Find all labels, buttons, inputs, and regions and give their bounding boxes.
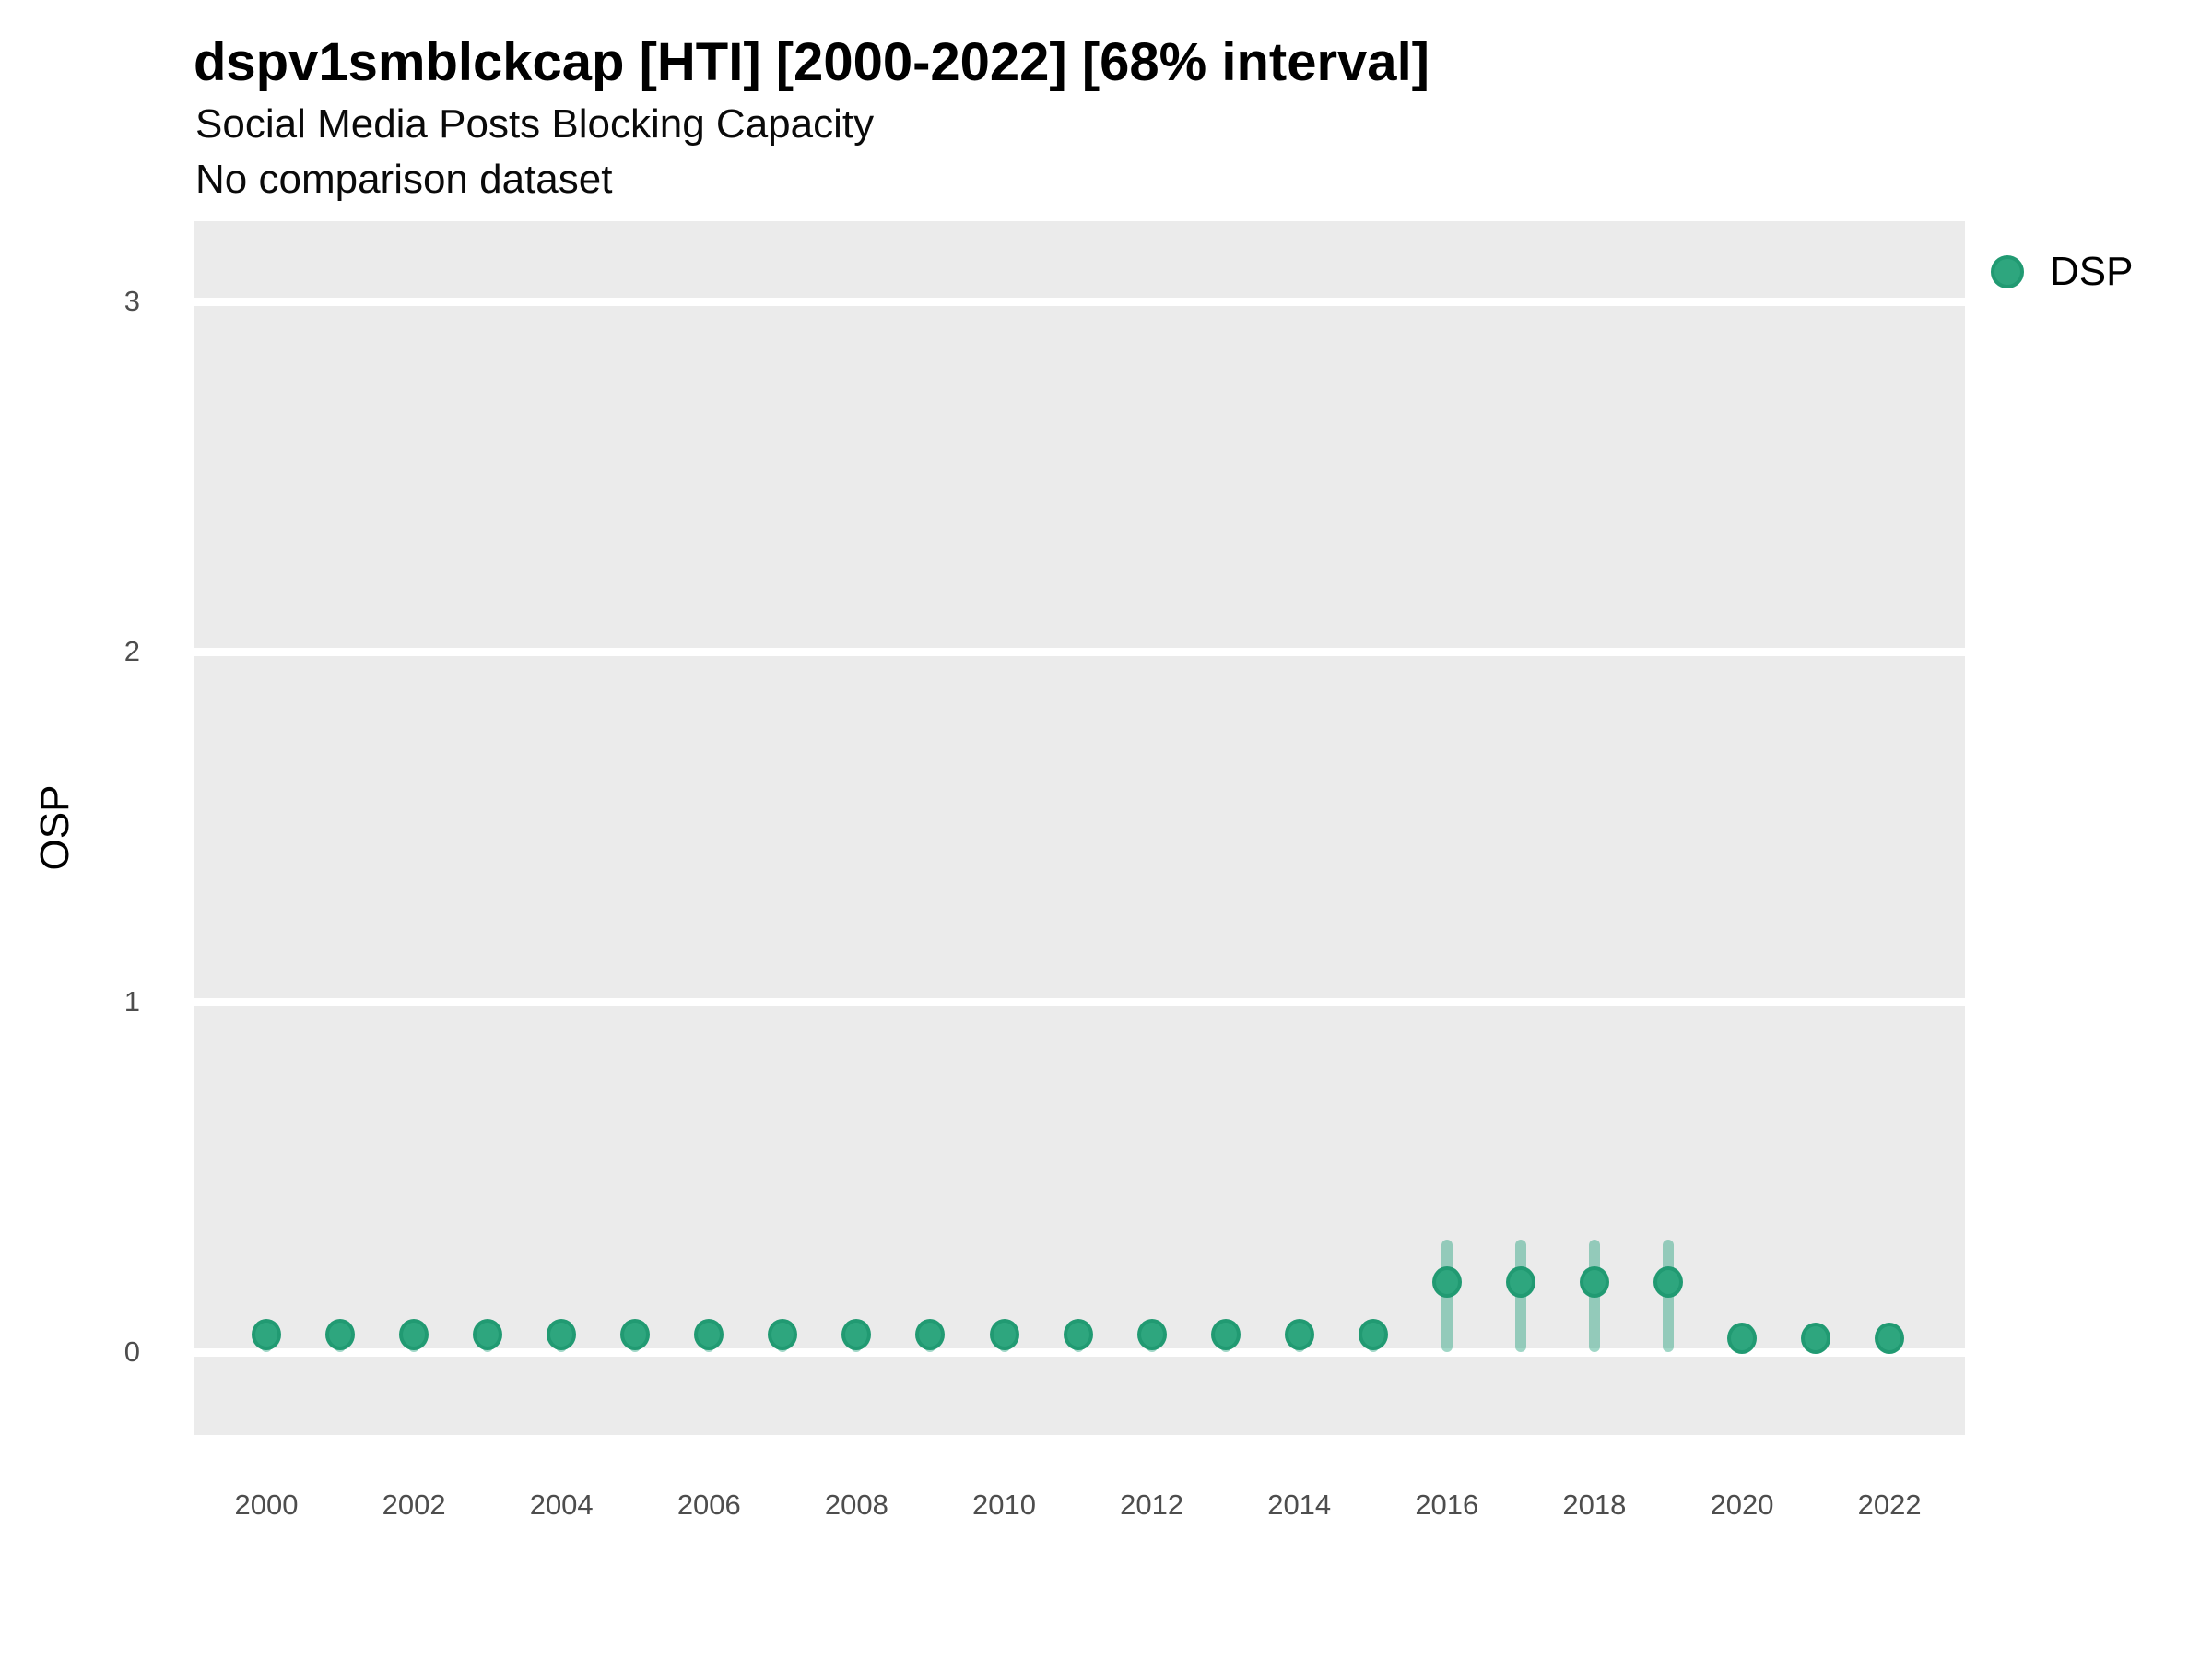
y-tick-label-2: 2: [124, 635, 140, 667]
legend-label: DSP: [2050, 249, 2134, 294]
data-point-2016: [1431, 1266, 1462, 1298]
data-point-2005: [620, 1319, 651, 1350]
gridline-y-0: [194, 1348, 1965, 1357]
x-tick-label-2010: 2010: [972, 1488, 1036, 1521]
legend-point-icon: [1991, 255, 2024, 288]
data-point-2014: [1284, 1319, 1314, 1350]
data-point-2001: [325, 1319, 356, 1350]
data-point-2011: [1063, 1319, 1093, 1350]
data-point-2002: [399, 1319, 429, 1350]
gridline-y-3: [194, 298, 1965, 306]
x-tick-label-2020: 2020: [1710, 1488, 1774, 1521]
data-point-2015: [1358, 1319, 1388, 1350]
x-tick-label-2008: 2008: [824, 1488, 888, 1521]
x-tick-label-2006: 2006: [677, 1488, 741, 1521]
y-axis-title: OSP: [32, 784, 77, 871]
data-point-2019: [1653, 1266, 1683, 1298]
data-point-2003: [473, 1319, 503, 1350]
data-point-2007: [768, 1319, 798, 1350]
data-point-2021: [1801, 1322, 1831, 1354]
x-tick-label-2002: 2002: [382, 1488, 446, 1521]
data-point-2022: [1875, 1322, 1905, 1354]
chart-title: dspv1smblckcap [HTI] [2000-2022] [68% in…: [194, 32, 1430, 92]
chart-subtitle: Social Media Posts Blocking Capacity: [195, 101, 875, 147]
data-point-2013: [1210, 1319, 1241, 1350]
chart-annotation: No comparison dataset: [195, 157, 613, 202]
y-tick-label-1: 1: [124, 985, 140, 1018]
x-tick-label-2000: 2000: [234, 1488, 299, 1521]
x-tick-label-2004: 2004: [529, 1488, 594, 1521]
x-tick-label-2022: 2022: [1857, 1488, 1922, 1521]
data-point-2010: [989, 1319, 1019, 1350]
y-tick-label-0: 0: [124, 1335, 140, 1368]
data-point-2017: [1505, 1266, 1535, 1298]
gridline-y-1: [194, 998, 1965, 1006]
x-tick-label-2012: 2012: [1120, 1488, 1184, 1521]
x-tick-label-2014: 2014: [1267, 1488, 1332, 1521]
data-point-2008: [841, 1319, 872, 1350]
data-point-2020: [1727, 1322, 1757, 1354]
data-point-2004: [547, 1319, 577, 1350]
data-point-2012: [1136, 1319, 1167, 1350]
data-point-2009: [915, 1319, 946, 1350]
y-tick-label-3: 3: [124, 285, 140, 317]
data-point-2000: [252, 1319, 281, 1350]
data-point-2006: [694, 1319, 724, 1350]
gridline-y-2: [194, 648, 1965, 656]
x-tick-label-2018: 2018: [1562, 1488, 1627, 1521]
data-point-2018: [1579, 1266, 1609, 1298]
x-tick-label-2016: 2016: [1415, 1488, 1479, 1521]
plot-panel: [194, 221, 1965, 1435]
legend: DSP: [1991, 249, 2133, 295]
